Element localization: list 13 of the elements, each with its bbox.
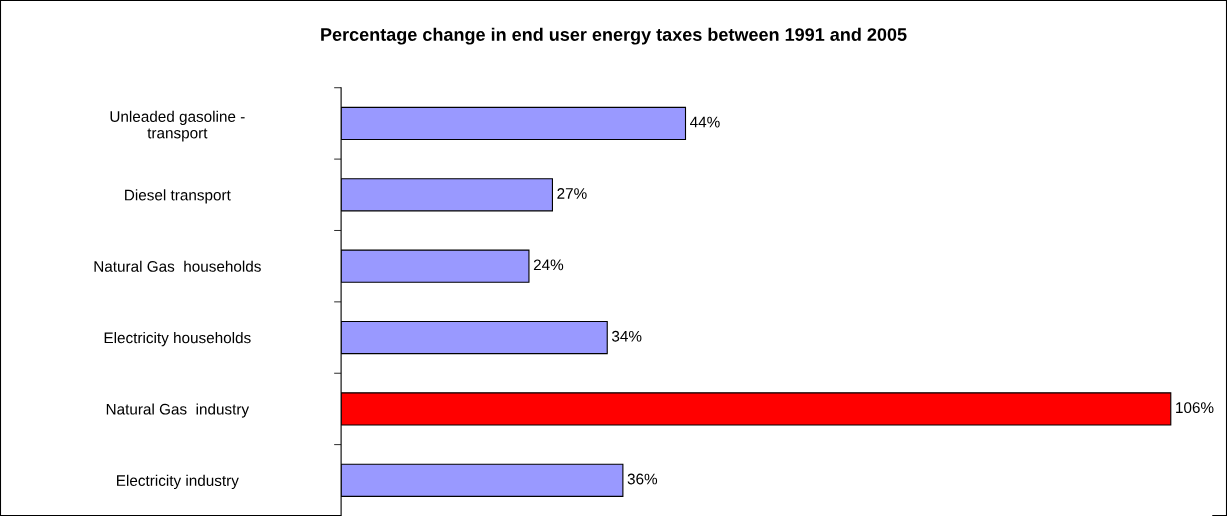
data-label: 27% bbox=[557, 188, 587, 199]
data-label: 36% bbox=[627, 473, 658, 485]
y-tick-label: Electricity households bbox=[104, 332, 251, 347]
data-label: 34% bbox=[611, 330, 642, 342]
chart-title: Percentage change in end user energy taxes between 1991 and 2005 bbox=[321, 27, 907, 45]
data-label: 106% bbox=[1176, 402, 1214, 414]
y-tick-label: Natural Gas households bbox=[94, 260, 261, 272]
y-tick-label: Natural Gas industry bbox=[106, 403, 250, 418]
y-tick-label: Electricity industry bbox=[117, 474, 239, 490]
data-label: 24% bbox=[533, 259, 564, 271]
data-label: 44% bbox=[690, 116, 720, 128]
y-tick-label: Diesel transport bbox=[125, 189, 231, 204]
y-tick-label: Unleaded gasoline - transport bbox=[110, 110, 245, 142]
